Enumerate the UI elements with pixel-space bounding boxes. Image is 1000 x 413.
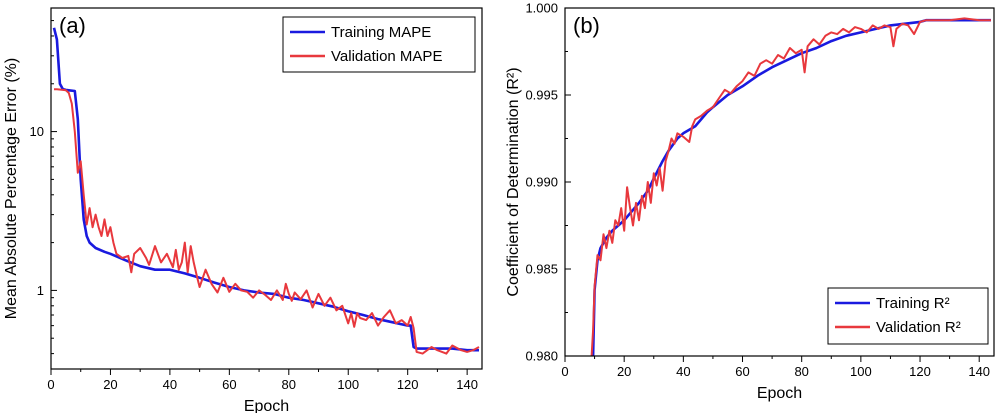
- x-tick-label: 120: [909, 364, 931, 379]
- x-tick-label: 140: [456, 377, 478, 392]
- series-group: [52, 27, 480, 355]
- series-line-training: [52, 27, 479, 352]
- y-tick-label: 0.980: [525, 349, 558, 364]
- x-tick-label: 60: [735, 364, 749, 379]
- x-axis-label: Epoch: [757, 385, 802, 402]
- x-tick-label: 0: [561, 364, 568, 379]
- plot-frame: [564, 7, 995, 357]
- y-tick-label: 1: [37, 283, 44, 298]
- y-tick-label: 10: [30, 124, 44, 139]
- panel-label: (a): [59, 13, 86, 38]
- legend: Training R² Validation R²: [827, 287, 989, 345]
- chart-panel-1: 0 20 40 60 80 100 120 140 1 10 (a) Epoch Mean Absolu…: [3, 7, 483, 413]
- y-axis-label: Mean Absolute Percentage Error (%): [3, 58, 20, 319]
- series-line-validation: [590, 17, 991, 356]
- y-tick-label: 0.985: [525, 262, 558, 277]
- x-tick-label: 100: [850, 364, 872, 379]
- series-line-validation: [54, 88, 480, 355]
- legend-label: Training R²: [876, 295, 950, 312]
- x-tick-label: 80: [282, 377, 296, 392]
- x-tick-label: 20: [617, 364, 631, 379]
- x-tick-label: 20: [103, 377, 117, 392]
- x-tick-label: 120: [397, 377, 419, 392]
- x-tick-label: 60: [222, 377, 236, 392]
- panel-label: (b): [573, 13, 600, 38]
- x-tick-label: 40: [676, 364, 690, 379]
- x-tick-label: 100: [337, 377, 359, 392]
- legend-label: Validation MAPE: [331, 48, 442, 65]
- legend-box: [282, 16, 476, 73]
- x-tick-label: 140: [968, 364, 990, 379]
- y-tick-label: 1.000: [525, 1, 558, 16]
- legend-label: Validation R²: [876, 319, 961, 336]
- chart-panel-2: 0 20 40 60 80 100 120 140 0.980 0.985 0.990 0.995 1.…: [505, 1, 995, 402]
- x-tick-label: 80: [794, 364, 808, 379]
- x-axis-label: Epoch: [244, 398, 289, 413]
- legend-label: Training MAPE: [331, 24, 431, 41]
- y-tick-label: 0.995: [525, 88, 558, 103]
- legend-box: [827, 287, 989, 345]
- x-tick-label: 40: [163, 377, 177, 392]
- series-group: [590, 17, 991, 356]
- legend: Training MAPE Validation MAPE: [282, 16, 476, 73]
- y-tick-label: 0.990: [525, 175, 558, 190]
- y-axis-label: Coefficient of Determination (R²): [505, 67, 522, 296]
- plot-frame: [50, 7, 483, 370]
- x-tick-label: 0: [47, 377, 54, 392]
